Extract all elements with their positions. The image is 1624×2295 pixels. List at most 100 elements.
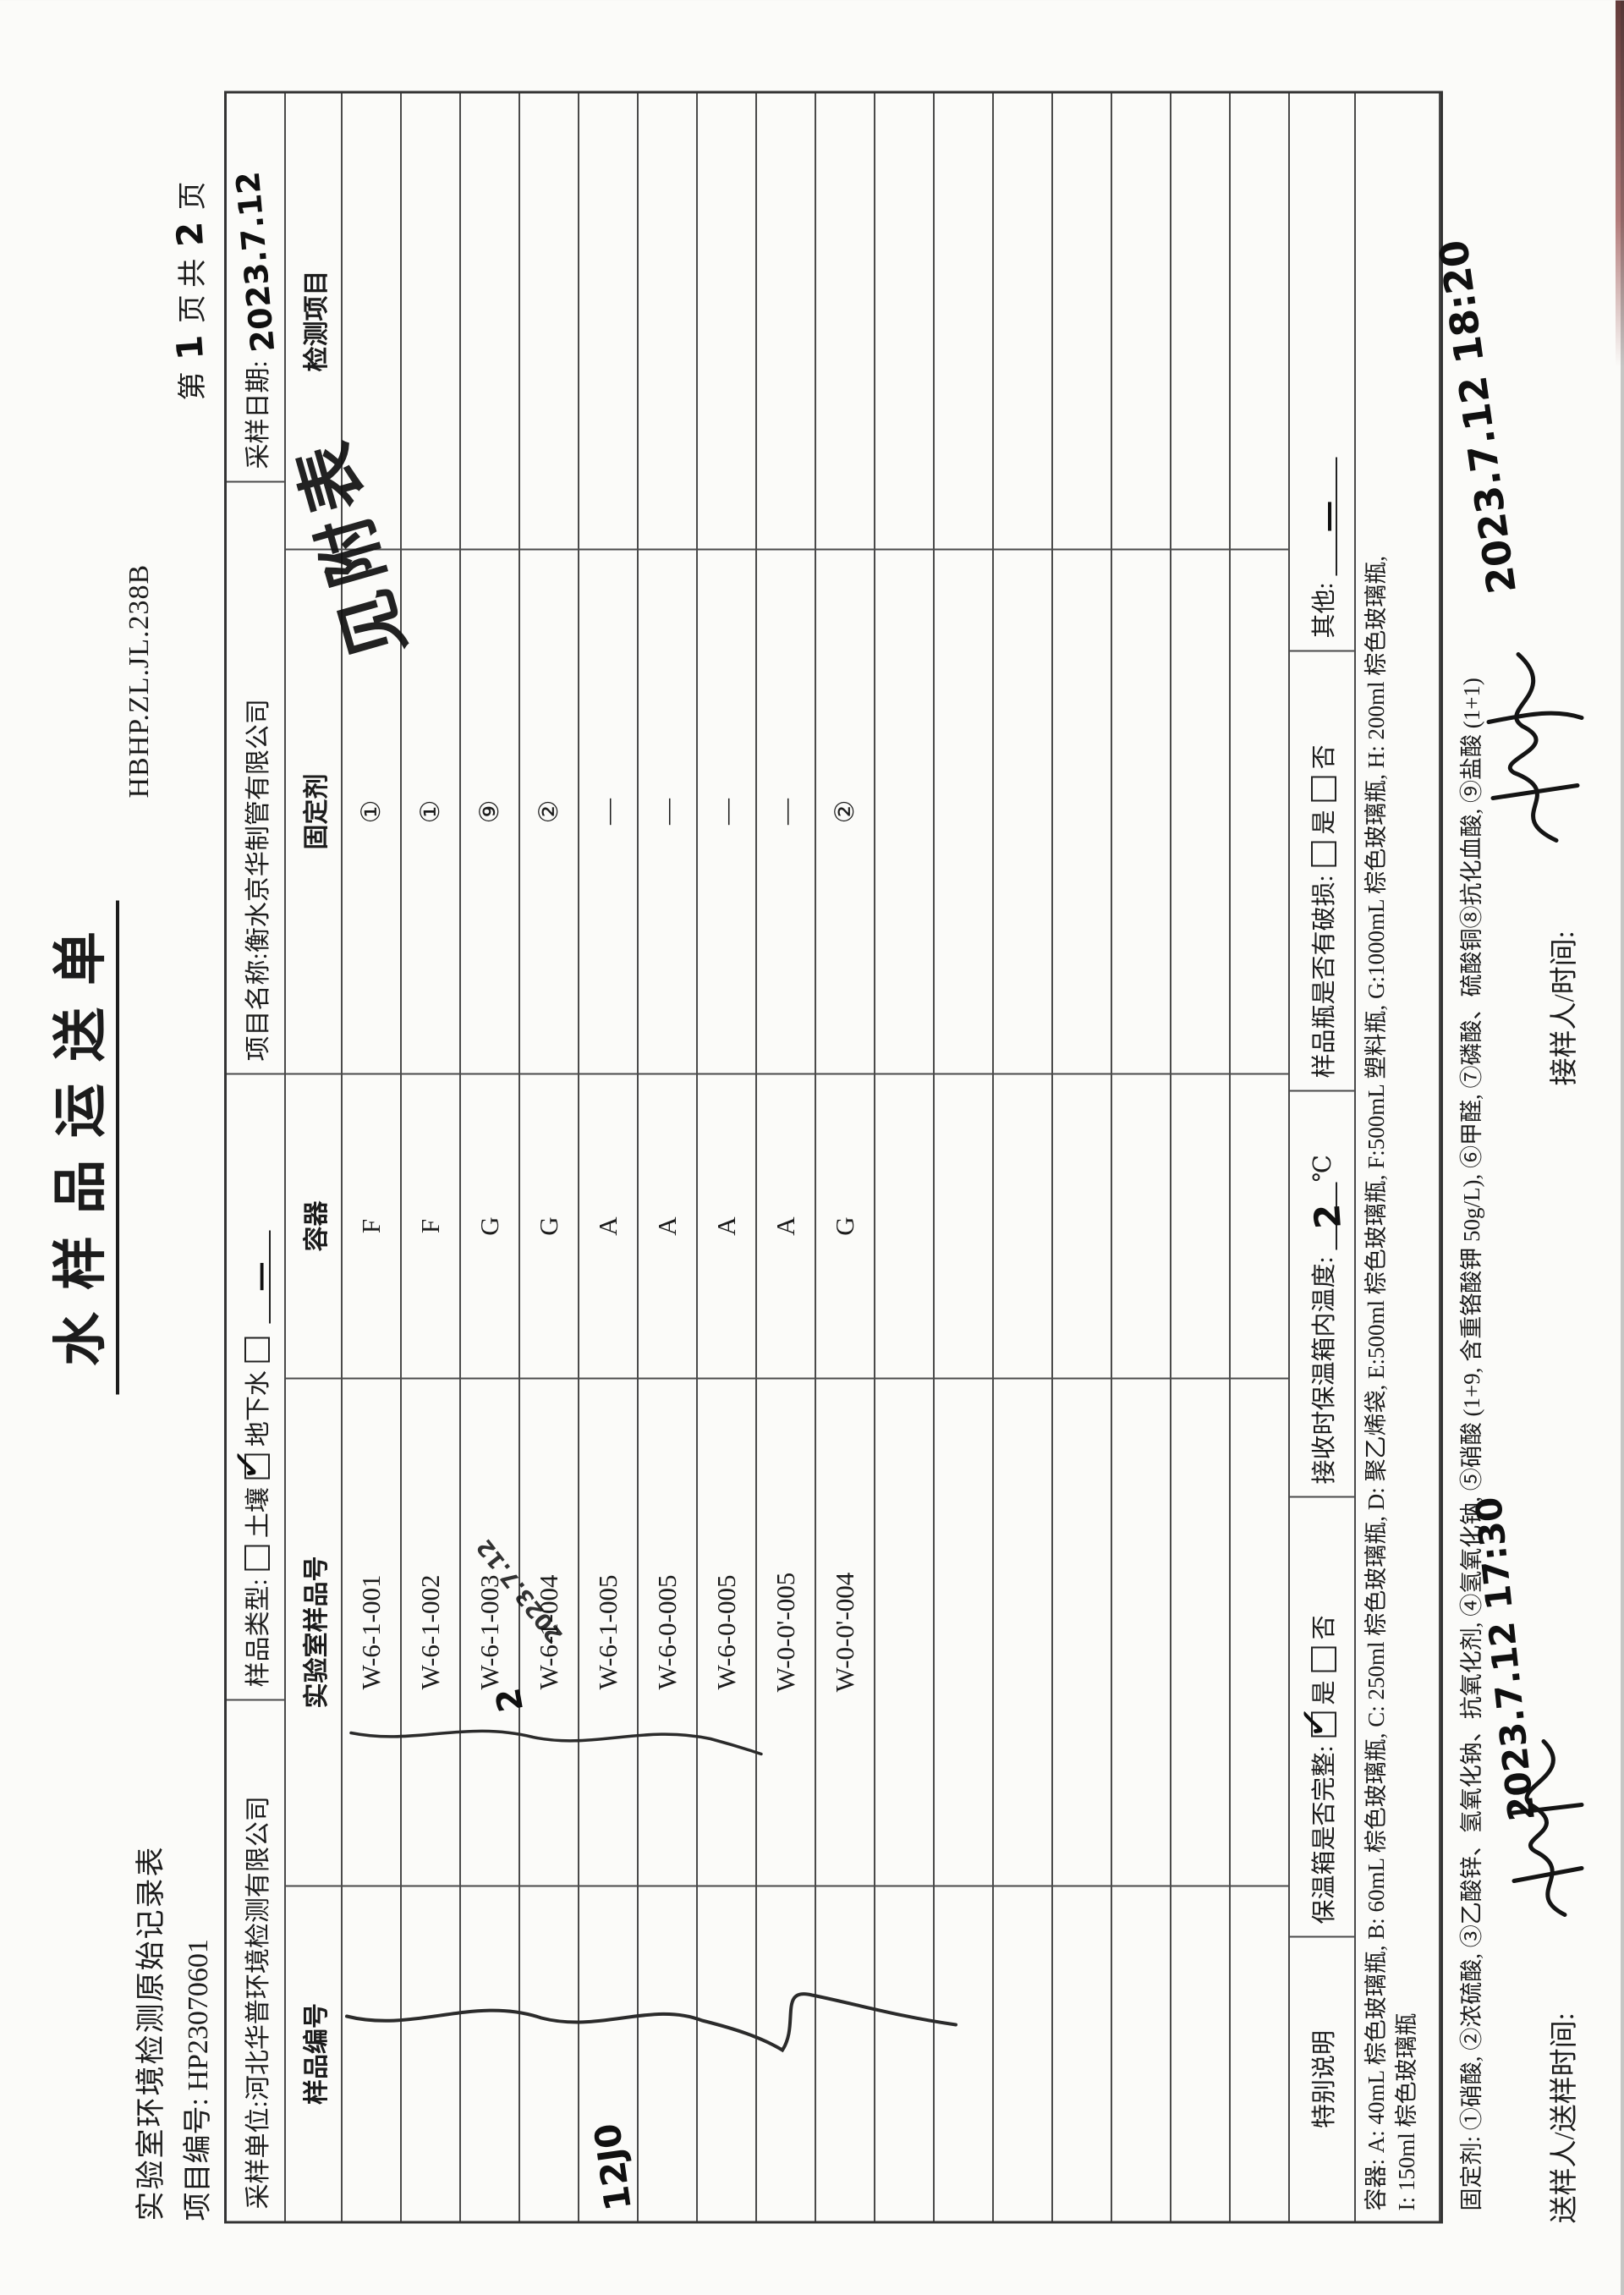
cooler-intact-cell: 保温箱是否完整: ✓ 是 否: [1288, 1497, 1354, 1937]
container-cell: A: [639, 1074, 696, 1379]
fixative-legend-line: 固定剂: ①硝酸, ②浓硫酸, ③乙酸锌、氢氧化钠、抗氧化剂, ④氢氧化钠, ⑤…: [1459, 677, 1484, 2210]
container-cell: [1053, 1074, 1111, 1379]
sampling-date-label: 采样日期:: [244, 360, 272, 469]
sample-no-cell: [1171, 1886, 1229, 2221]
receiver-signature-scrawl: [1486, 651, 1584, 843]
sample-no-cell: [579, 1886, 637, 2221]
test-items-cell: [579, 93, 637, 550]
container-cell: [1231, 1074, 1288, 1379]
no-label: 否: [1311, 1614, 1338, 1639]
sample-table: 采样单位: 河北华普环境检测有限公司 样品类型: 土壤 ✓ 地下水 一 项目名称:…: [222, 91, 1500, 2223]
table-row: W-6-1-002 F ①: [400, 93, 459, 2221]
fixative-cell: —: [639, 550, 696, 1074]
checkbox-damage-yes: [1310, 840, 1336, 866]
temp-value-handwritten: 2: [1306, 1201, 1349, 1230]
sample-no-cell: [520, 1886, 578, 2221]
temp-unit: ℃: [1309, 1154, 1336, 1182]
test-items-cell: [698, 93, 755, 550]
table-row-empty: [933, 93, 992, 2221]
cooler-temp-label: 接收时保温箱内温度:: [1311, 1255, 1338, 1484]
special-notes-row: 特别说明 保温箱是否完整: ✓ 是 否 接收时保温箱内温度: 2 ℃ 样品瓶是否有…: [1288, 93, 1354, 2221]
container-cell: G: [520, 1074, 578, 1379]
groundwater-label: 地下水: [244, 1370, 272, 1447]
checkbox-groundwater-checked: ✓: [222, 1445, 272, 1484]
sample-no-cell: [639, 1886, 696, 2221]
table-row-empty: [1051, 93, 1111, 2221]
test-items-cell: [757, 93, 815, 550]
container-legend-line2: I: 150ml 棕色玻璃瓶: [1394, 2012, 1419, 2210]
fixative-cell: [935, 550, 992, 1074]
container-cell: [1112, 1074, 1170, 1379]
test-items-cell: [343, 93, 400, 550]
record-form-title: 实验室环境检测原始记录表: [134, 1844, 167, 2221]
table-row-corrected: W-6-0-005 A —: [637, 93, 696, 2221]
sender-label: 送样人/送样时间:: [1550, 2012, 1580, 2223]
page-mid: 页 共: [178, 258, 209, 323]
fixative-cell: [875, 550, 933, 1074]
form-code: HBHP.ZL.JL.238B: [123, 563, 155, 798]
container-cell: F: [343, 1074, 400, 1379]
container-legend-row: 容器: A: 40mL 棕色玻璃瓶, B: 60mL 棕色玻璃瓶, C: 250…: [1354, 93, 1439, 2221]
info-row: 采样单位: 河北华普环境检测有限公司 样品类型: 土壤 ✓ 地下水 一 项目名称:…: [222, 93, 284, 2221]
table-row: W-6-0-005 A —: [696, 93, 755, 2221]
sample-type-other-blank: 一: [240, 1229, 281, 1323]
container-cell: [875, 1074, 933, 1379]
table-row: W-6-1-001 F ①: [341, 93, 400, 2221]
cooler-temp-cell: 接收时保温箱内温度: 2 ℃: [1290, 1091, 1354, 1497]
receiver-label: 接样人/时间:: [1550, 930, 1580, 1085]
test-items-cell: [1231, 93, 1288, 550]
table-row: W-0-0'-005 A —: [755, 93, 815, 2221]
test-items-cell: [461, 93, 518, 550]
test-items-cell: [402, 93, 459, 550]
container-cell: [1171, 1074, 1229, 1379]
container-legend-line1: 容器: A: 40mL 棕色玻璃瓶, B: 60mL 棕色玻璃瓶, C: 250…: [1363, 555, 1389, 2210]
other-value-handwritten: 一: [1314, 500, 1349, 531]
checkbox-other-type: [244, 1336, 270, 1362]
column-header-row: 样品编号 实验室样品号 容器 固定剂 检测项目: [284, 93, 341, 2221]
lab-id-cell: W-6-1-002: [402, 1379, 459, 1886]
project-name-cell: 项目名称: 衡水京华制管有限公司: [227, 482, 284, 1074]
container-cell: F: [402, 1074, 459, 1379]
container-cell: [935, 1074, 992, 1379]
page-prefix: 第: [178, 371, 209, 400]
fixative-cell: —: [698, 550, 755, 1074]
temp-blank: 2: [1306, 1181, 1349, 1249]
sample-no-cell: [994, 1886, 1051, 2221]
fixative-cell: ①: [402, 550, 459, 1074]
table-row-empty: [874, 93, 933, 2221]
sample-no-cell: [1231, 1886, 1288, 2221]
table-row-empty: [1111, 93, 1170, 2221]
container-cell: [994, 1074, 1051, 1379]
scan-edge-shadow: [1621, 0, 1624, 2295]
fixative-cell: [1231, 550, 1288, 1074]
lab-id-cell: [1171, 1379, 1229, 1886]
no-label: 否: [1311, 744, 1338, 769]
table-row-empty: [1229, 93, 1288, 2221]
sampling-date-handwritten: 2023.7.12: [228, 169, 283, 354]
page-title: 水样品运送单: [37, 0, 119, 2295]
page-suffix: 页: [178, 181, 209, 211]
fixative-cell: [1171, 550, 1229, 1074]
sample-no-cell: [875, 1886, 933, 2221]
sampling-unit-cell: 采样单位: 河北华普环境检测有限公司: [227, 1700, 284, 2221]
bottle-damage-label: 样品瓶是否有破损:: [1311, 874, 1338, 1078]
test-items-cell: [1053, 93, 1111, 550]
lab-id-cell: W-6-1-001: [343, 1379, 400, 1886]
page-total-handwritten: 2: [168, 220, 211, 248]
test-items-cell: [935, 93, 992, 550]
sampling-unit-label: 采样单位:: [244, 2100, 272, 2209]
sampling-unit-value: 河北华普环境检测有限公司: [244, 1795, 272, 2100]
sender-signature-scrawl: [1507, 1738, 1584, 1917]
project-number-value: HP23070601: [183, 1938, 214, 2091]
container-cell: A: [757, 1074, 815, 1379]
sample-no-cell: [698, 1886, 755, 2221]
page-current-handwritten: 1: [168, 333, 211, 361]
page-number-line: 第 1 页 共 2 页: [168, 181, 211, 400]
receiver-signoff: 接样人/时间:: [1541, 931, 1582, 1085]
lab-id-cell: W-6-1-005: [579, 1379, 637, 1886]
col-header-lab-id: 实验室样品号: [286, 1379, 341, 1886]
sample-type-label: 样品类型:: [244, 1578, 272, 1687]
project-name-value: 衡水京华制管有限公司: [244, 698, 272, 953]
project-number-label: 项目编号:: [183, 2090, 214, 2221]
